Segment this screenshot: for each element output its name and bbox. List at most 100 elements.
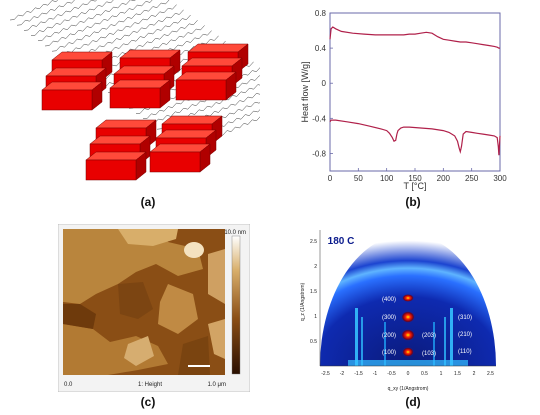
axis-center-label: 1: Height	[138, 382, 162, 388]
series-line-heating-upper	[329, 26, 500, 49]
peak-label-103: (103)	[422, 351, 436, 357]
x-tick-label: 0	[328, 174, 333, 183]
y-tick-label: -0.4	[312, 114, 326, 123]
series-line-cooling-lower	[329, 119, 501, 156]
block-top	[45, 67, 107, 77]
block-top	[119, 49, 181, 59]
y-tick-label: 0.4	[315, 44, 327, 53]
polymer-chain	[44, 0, 153, 47]
block-top	[51, 51, 113, 61]
polymer-chain	[23, 0, 97, 31]
lamellae-schematic	[9, 0, 303, 181]
temperature-label: 180 C	[328, 236, 355, 247]
giwaxs-pattern: 180 C (400) (300) (200) (100) (203) (103…	[298, 222, 506, 394]
x-tick-label: 50	[354, 174, 363, 183]
height-color-scale	[231, 235, 241, 375]
peak-label-300: (300)	[382, 315, 396, 321]
plot-frame	[329, 12, 501, 172]
peak-label-400: (400)	[382, 297, 396, 303]
peak-label-210: (210)	[458, 332, 472, 338]
caption-a: (a)	[140, 195, 156, 209]
y-tick-label: 0.5	[310, 339, 317, 345]
x-tick-label: 1.5	[454, 371, 461, 377]
x-tick-label: -1	[373, 371, 378, 377]
panel-a	[0, 0, 303, 200]
y-axis-label: q_z (1/Angstrom)	[300, 282, 306, 321]
x-tick-label: 2	[473, 371, 476, 377]
peak-label-310: (310)	[458, 315, 472, 321]
x-tick-label: 0.5	[421, 371, 428, 377]
tick-marks	[329, 12, 501, 171]
block-top	[89, 135, 151, 145]
x-tick-label: -2.5	[321, 371, 330, 377]
block-top	[181, 57, 243, 67]
peak-label-100: (100)	[382, 350, 396, 356]
block-top	[187, 43, 249, 53]
x-tick-label: 2.5	[487, 371, 494, 377]
polymer-chain	[37, 0, 136, 42]
caption-b: (b)	[405, 195, 421, 209]
x-tick-label: 0	[407, 371, 410, 377]
axis-right-label: 1.0 μm	[208, 382, 226, 388]
scale-top-label: 10.0 nm	[224, 230, 246, 236]
scale-bar	[188, 365, 210, 367]
block-top	[175, 71, 237, 81]
block-top	[41, 81, 103, 91]
block-top	[85, 151, 147, 161]
panel-d: 180 C (400) (300) (200) (100) (203) (103…	[298, 222, 506, 394]
x-tick-label: 200	[437, 174, 451, 183]
block-top	[109, 79, 171, 89]
x-axis-label: T [°C]	[404, 181, 427, 191]
y-tick-label: 2.5	[310, 239, 317, 245]
crystal-blocks	[41, 43, 249, 181]
x-tick-label: -2	[340, 371, 345, 377]
peak-label-203: (203)	[422, 333, 436, 339]
crystal-block	[175, 79, 227, 101]
caption-d: (d)	[405, 395, 421, 409]
crystal-block	[41, 89, 93, 111]
x-axis-label: q_xy (1/Angstrom)	[388, 386, 429, 392]
block-top	[161, 115, 223, 125]
x-tick-label: 250	[465, 174, 479, 183]
peak-label-200: (200)	[382, 333, 396, 339]
temperature-box	[326, 232, 356, 248]
block-top	[95, 119, 157, 129]
panel-c: 10.0 nm 0.0 1: Height 1.0 μm	[57, 223, 251, 393]
block-top	[149, 143, 211, 153]
y-tick-label: 0	[322, 79, 327, 88]
x-tick-label: 1	[440, 371, 443, 377]
x-tick-label: 100	[380, 174, 394, 183]
block-top	[113, 65, 175, 75]
peak-label-110: (110)	[458, 349, 472, 355]
y-axis-label: Heat flow [W/g]	[300, 61, 310, 122]
polymer-chain	[9, 0, 58, 21]
y-tick-labels: -0.8 -0.4 0 0.4 0.8	[312, 9, 326, 158]
x-tick-label: 300	[493, 174, 507, 183]
polymer-chain	[58, 4, 177, 57]
afm-height-image: 10.0 nm 0.0 1: Height 1.0 μm	[57, 223, 251, 393]
y-tick-label: 0.8	[315, 9, 327, 18]
polymer-chain	[16, 0, 75, 26]
crystal-block	[149, 151, 201, 173]
meridional-peaks	[348, 294, 468, 366]
x-tick-labels: 0 50 100 150 200 250 300	[328, 174, 507, 183]
polymer-chain	[30, 0, 114, 36]
data-lines	[329, 26, 501, 156]
bragg-rods	[355, 308, 453, 366]
y-tick-label: -0.8	[312, 149, 326, 158]
axis-left-label: 0.0	[64, 382, 73, 388]
afm-topography	[63, 229, 225, 375]
crystal-block	[109, 87, 161, 109]
y-tick-label: 2	[314, 264, 317, 270]
x-tick-label: 150	[408, 174, 422, 183]
block-top	[155, 129, 217, 139]
x-tick-label: -0.5	[387, 371, 396, 377]
y-tick-labels: 0.5 1 1.5 2 2.5	[310, 239, 317, 345]
crystal-block	[85, 159, 137, 181]
y-tick-label: 1	[314, 314, 317, 320]
dsc-chart: 0 50 100 150 200 250 300 -0.8 -0.4 0 0.4 0.8 T [°C…	[300, 9, 507, 191]
y-tick-label: 1.5	[310, 289, 317, 295]
caption-c: (c)	[140, 395, 156, 409]
panel-b: 0 50 100 150 200 250 300 -0.8 -0.4 0 0.4 0.8 T [°C…	[290, 5, 540, 195]
x-tick-label: -1.5	[354, 371, 363, 377]
